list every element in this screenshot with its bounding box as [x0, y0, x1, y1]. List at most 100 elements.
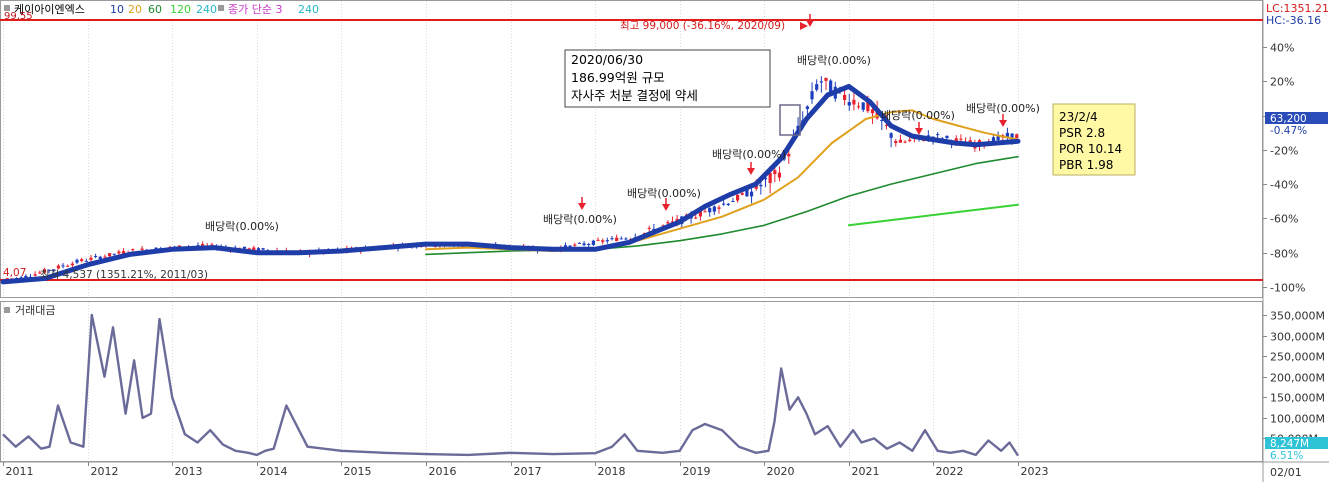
x-tick-label-2020: 2020	[767, 465, 795, 478]
candle-body	[610, 238, 614, 240]
candle-body	[66, 265, 70, 267]
candle-body	[829, 80, 833, 93]
x-tick-label-2021: 2021	[852, 465, 880, 478]
dividend-arrow-icon	[999, 120, 1007, 127]
dividend-label-2018: 배당락(0.00%)	[627, 187, 701, 200]
legend-price-prefix: 99,55	[4, 11, 33, 22]
candle-body	[731, 201, 735, 203]
legend-square-icon[interactable]	[4, 5, 10, 11]
candle-body	[117, 251, 121, 254]
dividend-label-2020: 배당락(0.00%)	[797, 54, 871, 67]
candle-body	[121, 250, 126, 254]
x-tick-label-2014: 2014	[260, 465, 288, 478]
candle-body	[577, 242, 582, 244]
candle-body	[1010, 133, 1014, 140]
volume-series	[2, 313, 1020, 457]
info-psr: PSR 2.8	[1059, 126, 1105, 140]
lc-label: LC:1351.21	[1266, 2, 1329, 15]
dividend-arrow-icon	[662, 204, 670, 211]
hc-label: HC:-36.16	[1266, 14, 1321, 27]
legend-ma-60: 60	[148, 3, 162, 16]
x-tick-label-2023: 2023	[1021, 465, 1049, 478]
candle-body	[856, 106, 861, 108]
candle-body	[749, 191, 754, 197]
candle-body	[694, 217, 698, 219]
candle-body	[582, 243, 586, 246]
legend-ma-20: 20	[128, 3, 142, 16]
legend-square-icon-2[interactable]	[218, 5, 224, 11]
high-low-lines	[0, 19, 1263, 281]
candle-body	[242, 246, 247, 249]
dividend-label-2013: 배당락(0.00%)	[205, 220, 279, 233]
candle-body	[815, 84, 819, 90]
x-tick-label-2013: 2013	[175, 465, 203, 478]
candle-body	[61, 265, 65, 267]
candle-body	[103, 256, 107, 258]
vol-y-tick-label-0: 350,000M	[1270, 310, 1325, 323]
moving-averages	[0, 83, 1021, 285]
candle-body	[819, 81, 823, 83]
candle-body	[759, 184, 763, 187]
vol-tag: 8,247M	[1270, 438, 1309, 450]
vol-y-tick-label-4: 150,000M	[1270, 392, 1325, 405]
candle-body	[1005, 132, 1010, 138]
price-change: -0.47%	[1270, 125, 1307, 137]
candle-body	[573, 244, 577, 246]
candle-body	[70, 263, 74, 266]
candle-body	[773, 170, 777, 175]
x-tick-label-2019: 2019	[683, 465, 711, 478]
y-tick-label-4: -40%	[1270, 179, 1298, 192]
candle-body	[875, 110, 879, 119]
candle-body	[98, 256, 102, 260]
legend-ma-120: 120	[170, 3, 191, 16]
candle-body	[89, 257, 93, 260]
candle-body	[740, 192, 744, 195]
volume-square-icon[interactable]	[4, 307, 10, 313]
info-date: 23/2/4	[1059, 110, 1098, 124]
candle-body	[866, 100, 870, 112]
dividend-label-2022: 배당락(0.00%)	[966, 102, 1040, 115]
price-tag: 63,200	[1270, 113, 1307, 125]
candle-body	[80, 259, 84, 262]
candle-body	[880, 119, 884, 121]
candle-body	[861, 102, 865, 110]
candle-body	[843, 94, 847, 100]
y-tick-label-0: 40%	[1270, 42, 1294, 55]
candle-body	[1015, 134, 1019, 139]
info-pbr: PBR 1.98	[1059, 158, 1113, 172]
candle-body	[712, 206, 716, 212]
candle-body	[601, 240, 605, 242]
candle-body	[112, 253, 116, 255]
candle-body	[433, 246, 437, 248]
legend-ma-10: 10	[110, 3, 124, 16]
candle-body	[736, 194, 740, 201]
y-tick-label-1: 20%	[1270, 76, 1294, 89]
x-tick-label-2015: 2015	[344, 465, 372, 478]
volume-title: 거래대금	[15, 304, 55, 317]
news-note-box	[564, 49, 771, 108]
candle-body	[5, 278, 9, 280]
candle-body	[615, 237, 619, 241]
date-stamp: 02/01	[1270, 466, 1302, 479]
candle-body	[954, 138, 958, 141]
candle-body	[726, 203, 730, 206]
candle-body	[33, 274, 37, 276]
candle-body	[768, 172, 772, 183]
y-tick-label-6: -80%	[1270, 248, 1298, 261]
candle-body	[261, 248, 265, 250]
legend-close-ma-240: 240	[298, 3, 319, 16]
candle-body	[131, 249, 135, 251]
candle-body	[991, 137, 996, 144]
time-axis: 2011 2012 2013 2014 2015 2016 2017 2018 2019 2020…	[3, 462, 1049, 478]
candle-body	[889, 133, 893, 138]
candle-body	[703, 211, 707, 213]
x-tick-label-2011: 2011	[6, 465, 34, 478]
candle-body	[591, 240, 595, 245]
candle-body	[936, 134, 940, 136]
candle-body	[619, 238, 623, 240]
candle-body	[847, 102, 851, 106]
candle-body	[252, 247, 256, 251]
note-pointer-box	[779, 104, 801, 136]
dividend-markers	[578, 14, 1007, 211]
